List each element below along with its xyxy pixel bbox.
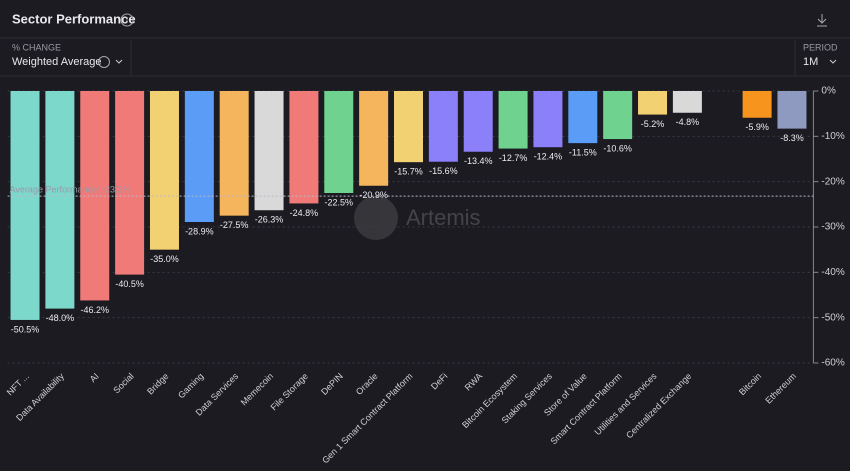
x-tick-label: AI	[88, 371, 101, 384]
x-tick-label: NFT ...	[5, 371, 31, 397]
title: Sector Performance	[12, 11, 136, 26]
y-tick-label: 0%	[821, 86, 836, 97]
value-label: -40.5%	[115, 279, 144, 289]
y-tick-label: -50%	[821, 312, 844, 323]
x-tick-label: Smart Contract Platform	[548, 371, 623, 446]
value-label: -15.6%	[429, 166, 458, 176]
value-label: -28.9%	[185, 226, 214, 236]
value-label: -8.3%	[780, 133, 804, 143]
x-tick-label: Gaming	[176, 371, 205, 400]
value-label: -12.7%	[499, 153, 528, 163]
bar	[742, 91, 772, 118]
bar	[219, 91, 249, 216]
info-icon[interactable]	[98, 56, 110, 68]
bar	[777, 91, 807, 129]
bar	[324, 91, 354, 193]
value-label: -20.9%	[359, 190, 388, 200]
y-tick-label: -40%	[821, 267, 844, 278]
bar	[289, 91, 319, 204]
period-dropdown[interactable]: 1M	[803, 56, 818, 68]
value-label: -10.6%	[603, 143, 632, 153]
x-tick-label: Bridge	[145, 371, 170, 396]
value-label: -50.5%	[11, 324, 40, 334]
watermark: Artemis	[354, 196, 481, 240]
x-tick-label: Ethereum	[763, 371, 798, 406]
value-label: -5.2%	[641, 119, 665, 129]
x-tick-label: DePIN	[319, 371, 345, 397]
value-label: -24.8%	[290, 208, 319, 218]
bar	[428, 91, 458, 162]
chevron	[115, 59, 123, 64]
value-label: -4.8%	[676, 117, 700, 127]
bar	[254, 91, 284, 211]
bar	[115, 91, 145, 275]
bar	[638, 91, 668, 115]
x-tick-label: DeFi	[429, 371, 450, 392]
info-icon[interactable]	[120, 13, 134, 27]
value-label: -5.9%	[745, 122, 769, 132]
value-label: -12.4%	[534, 152, 563, 162]
x-tick-label: Social	[111, 371, 135, 395]
period-label: PERIOD	[803, 42, 838, 52]
x-tick-label: Bitcoin	[737, 371, 763, 397]
y-tick-label: -30%	[821, 222, 844, 233]
bar	[498, 91, 528, 149]
bar	[603, 91, 633, 140]
value-label: -15.7%	[394, 167, 423, 177]
value-label: -27.5%	[220, 220, 249, 230]
bar	[463, 91, 493, 152]
bar	[184, 91, 214, 223]
bar	[394, 91, 423, 163]
value-label: -35.0%	[150, 254, 179, 264]
y-tick-label: -60%	[821, 358, 844, 369]
bar	[533, 91, 563, 148]
value-label: -48.0%	[46, 313, 75, 323]
metric-dropdown[interactable]: Weighted Average	[12, 56, 102, 68]
x-tick-label: Memecoin	[239, 371, 275, 407]
chevron	[829, 59, 837, 64]
bar	[45, 91, 75, 309]
download-icon[interactable]	[817, 14, 827, 27]
value-label: -46.2%	[80, 305, 109, 315]
bar	[672, 91, 702, 113]
bar	[10, 91, 40, 320]
bar	[149, 91, 179, 250]
x-tick-label: File Storage	[269, 371, 310, 412]
value-label: -13.4%	[464, 156, 493, 166]
info-icon-text: i	[126, 16, 128, 25]
average-label: Average Performance: -23.2%	[10, 185, 131, 195]
x-tick-label: Centralized Exchange	[624, 371, 693, 440]
x-tick-label: Utilities and Services	[592, 371, 658, 437]
x-tick-label: Oracle	[354, 371, 380, 397]
watermark-logo	[354, 196, 398, 240]
value-label: -26.3%	[255, 215, 284, 225]
value-label: -22.5%	[325, 197, 354, 207]
bar	[359, 91, 389, 186]
value-label: -11.5%	[569, 148, 597, 158]
y-tick-label: -20%	[821, 176, 844, 187]
bar	[568, 91, 598, 144]
watermark-text: Artemis	[406, 205, 481, 230]
metric-label: % CHANGE	[12, 42, 61, 52]
y-tick-label: -10%	[821, 131, 844, 142]
x-tick-label: RWA	[463, 371, 485, 393]
